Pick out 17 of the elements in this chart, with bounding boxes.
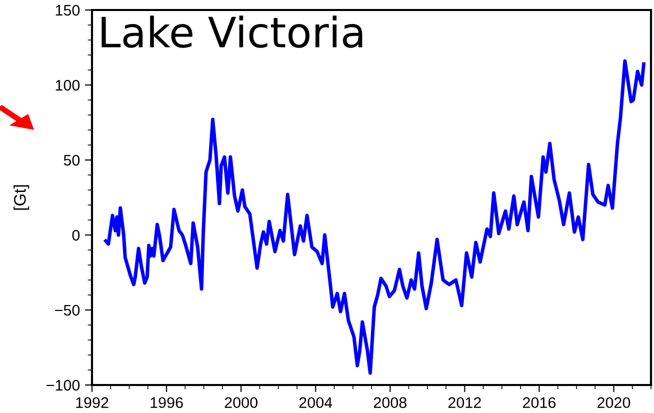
x-tick-label: 2004 — [299, 397, 332, 408]
x-tick-label: 2016 — [522, 397, 556, 408]
chart-title: Lake Victoria — [102, 16, 362, 48]
x-tick-label: 2012 — [448, 397, 481, 408]
y-tick-label: 50 — [64, 154, 80, 166]
x-tick-label: 2008 — [374, 397, 406, 408]
y-tick-label: −100 — [46, 380, 80, 391]
y-tick-label: 0 — [72, 230, 80, 241]
x-tick-label: 2000 — [224, 397, 258, 408]
y-tick-label: 150 — [56, 4, 80, 16]
line-series — [104, 59, 646, 375]
y-axis-title: [Gt] — [14, 185, 30, 210]
x-tick-label: 1996 — [150, 397, 183, 408]
y-tick-label: 100 — [56, 80, 80, 91]
x-tick-label: 1992 — [76, 397, 108, 408]
y-tick-label: −50 — [55, 304, 80, 316]
x-tick-label: 2020 — [598, 397, 630, 408]
